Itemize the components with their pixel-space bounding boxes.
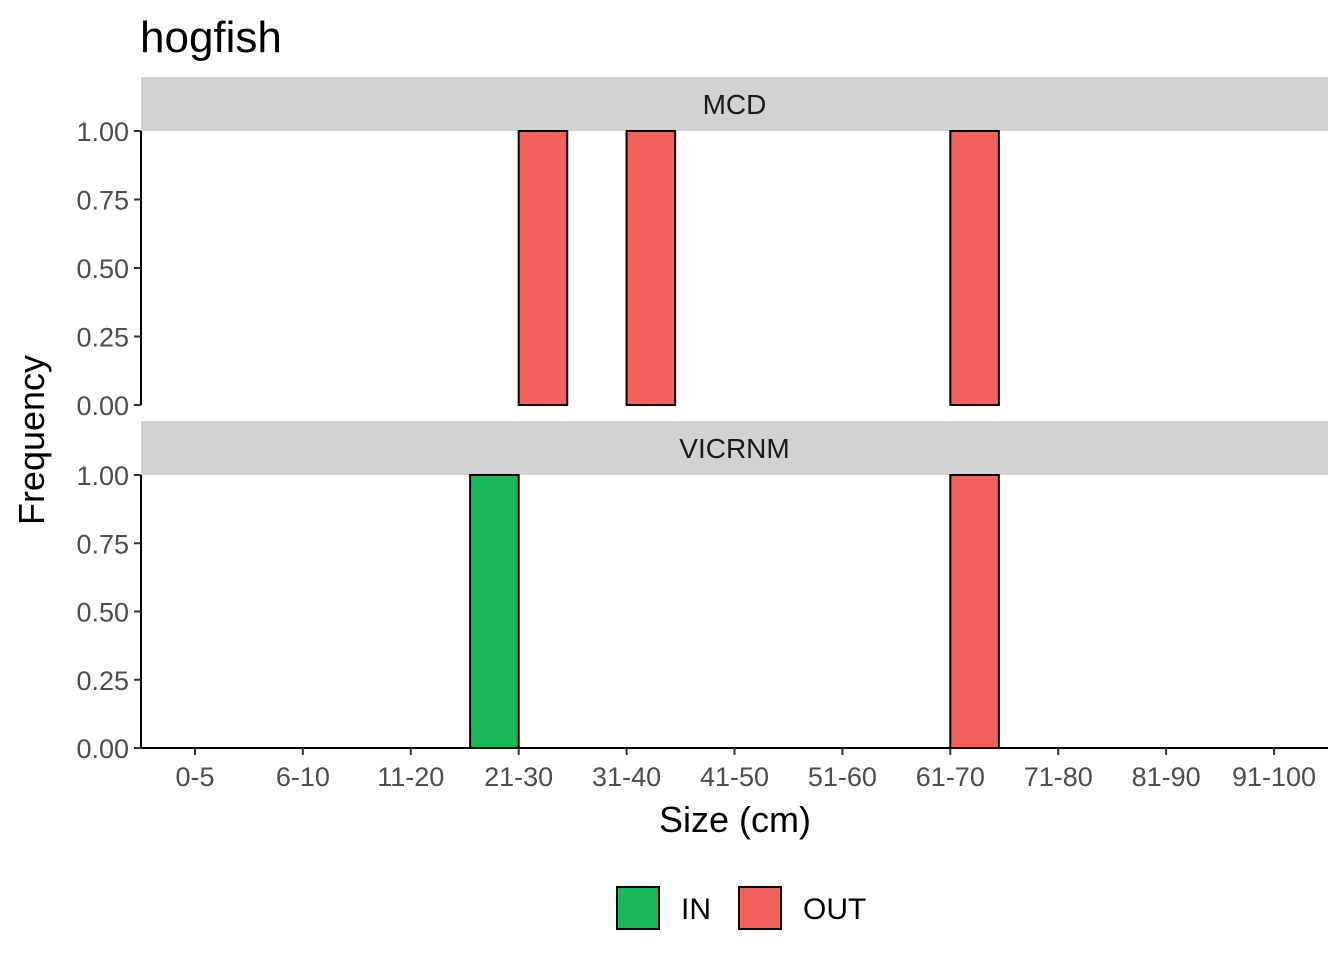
x-tick-label: 91-100 <box>1232 762 1316 792</box>
x-axis: 0-5 6-10 11-20 21-30 31-40 41-50 51-60 61-70 71-… <box>175 748 1316 792</box>
bar-in-21-30 <box>469 474 520 749</box>
bar-out-31-40 <box>625 130 677 406</box>
facet-strip-label: MCD <box>703 89 767 120</box>
x-tick-label: 6-10 <box>276 762 330 792</box>
y-tick-label: 1.00 <box>76 461 129 491</box>
x-tick-label: 81-90 <box>1132 762 1201 792</box>
x-tick-label: 0-5 <box>175 762 214 792</box>
legend-item-out: OUT <box>738 886 866 930</box>
bar-out-61-70 <box>949 474 1000 749</box>
facet-strip <box>141 421 1328 475</box>
chart-title: hogfish <box>140 13 282 62</box>
x-tick-label: 41-50 <box>700 762 769 792</box>
x-tick-label: 11-20 <box>377 762 444 792</box>
legend-label: IN <box>681 893 711 926</box>
y-tick-label: 0.00 <box>76 391 129 421</box>
facet-panels: MCD 0.00 0.25 0.50 0.75 1.00 VICRNM 0.00 0.25 0.5… <box>76 77 1328 764</box>
legend-label: OUT <box>803 893 866 926</box>
bar-out-61-70 <box>949 130 1000 406</box>
bar-out-21-30 <box>517 130 569 406</box>
facet-panel: MCD 0.00 0.25 0.50 0.75 1.00 <box>76 77 1328 421</box>
y-axis-title: Frequency <box>11 355 52 525</box>
y-tick-label: 0.25 <box>76 323 129 353</box>
facet-strip-label: VICRNM <box>679 433 789 464</box>
y-tick-label: 0.50 <box>76 598 129 628</box>
legend-swatch <box>616 886 660 930</box>
x-tick-label: 71-80 <box>1024 762 1093 792</box>
y-tick-label: 1.00 <box>76 117 129 147</box>
legend-item-in: IN <box>616 886 711 930</box>
y-tick-label: 0.00 <box>76 734 129 764</box>
facet-strip <box>141 77 1328 131</box>
y-tick-label: 0.75 <box>76 186 129 216</box>
x-tick-label: 31-40 <box>592 762 661 792</box>
y-tick-label: 0.50 <box>76 254 129 284</box>
facet-panel: VICRNM 0.00 0.25 0.50 0.75 1.00 <box>76 421 1328 764</box>
x-tick-label: 21-30 <box>484 762 553 792</box>
y-tick-label: 0.75 <box>76 529 129 559</box>
legend-swatch <box>738 886 782 930</box>
y-tick-label: 0.25 <box>76 666 129 696</box>
x-tick-label: 61-70 <box>916 762 985 792</box>
legend: IN OUT <box>616 886 866 930</box>
x-tick-label: 51-60 <box>808 762 877 792</box>
x-axis-title: Size (cm) <box>659 799 811 840</box>
